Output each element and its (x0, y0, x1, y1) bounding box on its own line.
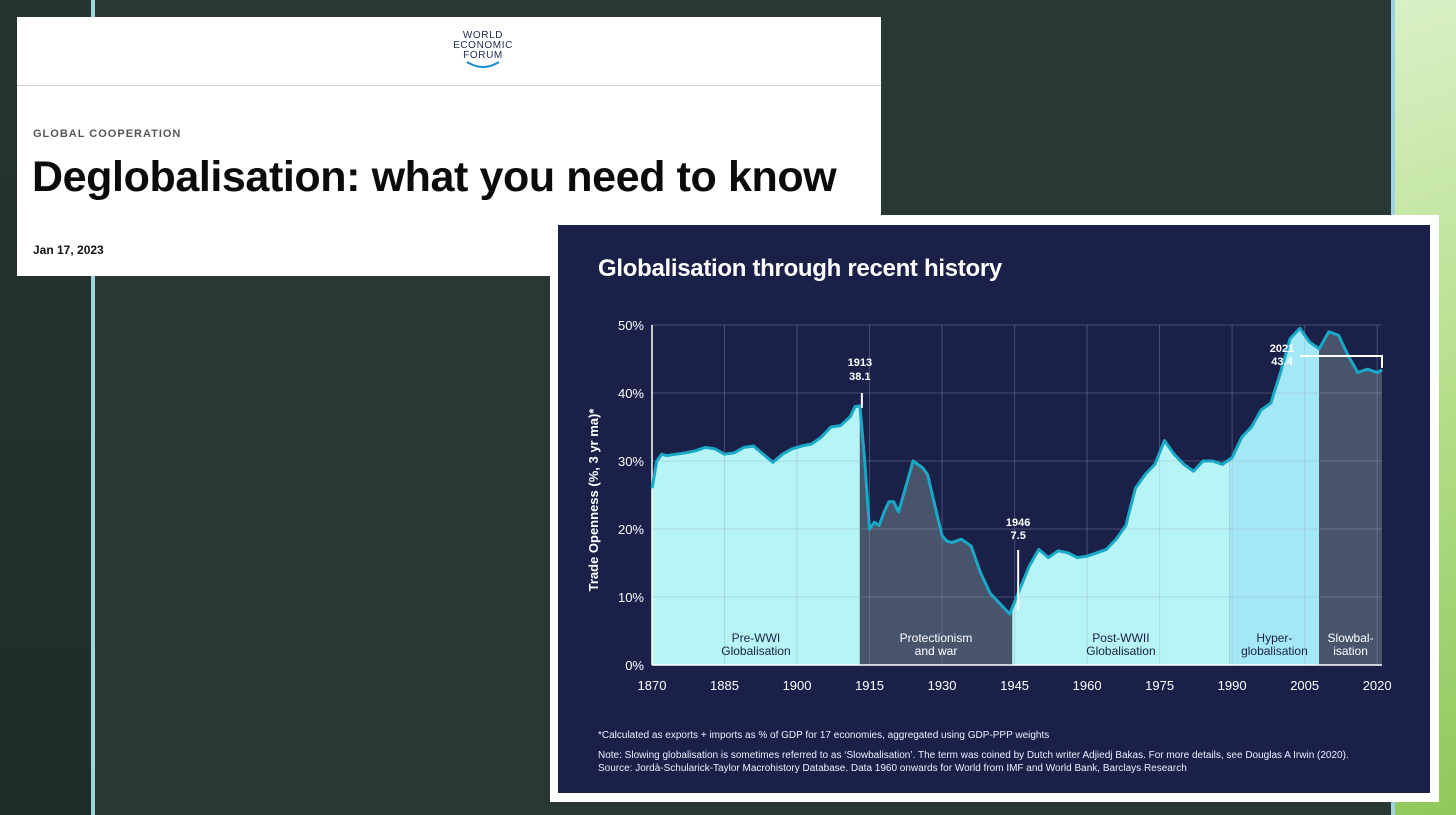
era-label-line: Protectionism (900, 631, 973, 645)
y-axis-title: Trade Openness (%, 3 yr ma)* (586, 408, 601, 592)
era-label-line: and war (915, 644, 958, 658)
era-label-1: Protectionism and war (900, 631, 973, 658)
era-label-line: isation (1333, 644, 1368, 658)
wef-logo[interactable]: WORLD ECONOMIC FORUM (447, 31, 519, 69)
annotation-value-1913: 38.1 (849, 371, 870, 383)
logo-line: WORLD (462, 30, 504, 41)
logo-line: ECONOMIC (453, 40, 513, 51)
x-tick-label: 1900 (783, 678, 812, 693)
x-tick-label: 1930 (928, 678, 957, 693)
era-label-line: Globalisation (721, 644, 790, 658)
era-label-0: Pre-WWI Globalisation (721, 631, 790, 658)
y-tick-label: 0% (625, 658, 644, 673)
y-tick-label: 50% (618, 318, 644, 333)
x-tick-label: 2005 (1290, 678, 1319, 693)
chart-frame: Globalisation through recent history 0% 1… (550, 215, 1439, 802)
annotation-leader-2021 (1300, 355, 1383, 368)
chart-panel: Globalisation through recent history 0% 1… (558, 225, 1430, 793)
series-line (650, 326, 1383, 616)
era-label-line: Pre-WWI (732, 631, 781, 645)
era-area-1 (859, 405, 1013, 665)
article-header: WORLD ECONOMIC FORUM (17, 17, 881, 86)
article-date: Jan 17, 2023 (33, 243, 104, 257)
y-tick-label: 10% (618, 590, 644, 605)
accent-rule-left (91, 0, 95, 815)
x-tick-label: 1990 (1218, 678, 1247, 693)
era-label-line: Post-WWII (1092, 631, 1149, 645)
chart-footnote: *Calculated as exports + imports as % of… (598, 730, 1050, 741)
annotation-value-2021: 43.4 (1271, 356, 1293, 368)
x-tick-label: 2020 (1363, 678, 1392, 693)
x-tick-label: 1975 (1145, 678, 1174, 693)
article-headline: Deglobalisation: what you need to know (32, 153, 837, 201)
era-area-0 (652, 405, 860, 665)
section-label[interactable]: GLOBAL COOPERATION (33, 128, 182, 140)
era-label-4: Slowbal-isation (1328, 631, 1374, 658)
y-tick-label: 40% (618, 386, 644, 401)
annotation-year-2021: 2021 (1270, 343, 1294, 355)
era-label-2: Post-WWII Globalisation (1086, 631, 1155, 658)
logo-line: FORUM (463, 50, 503, 61)
era-area-2 (1012, 440, 1230, 665)
x-tick-label: 1915 (855, 678, 884, 693)
annotation-year-1946: 1946 (1006, 517, 1030, 529)
era-label-line: Slowbal- (1328, 631, 1374, 645)
x-tick-label: 1885 (710, 678, 739, 693)
era-area-4 (1319, 331, 1382, 665)
chart-note: Note: Slowing globalisation is sometimes… (598, 750, 1349, 761)
era-label-line: Globalisation (1086, 644, 1155, 658)
logo-arc-icon (466, 61, 500, 68)
era-label-line: globalisation (1241, 644, 1308, 658)
chart-title: Globalisation through recent history (598, 255, 1002, 282)
era-label-line: Hyper- (1256, 631, 1292, 645)
x-tick-label: 1870 (638, 678, 667, 693)
annotation-year-1913: 1913 (848, 357, 872, 369)
x-tick-label: 1960 (1073, 678, 1102, 693)
era-label-3: Hyper-globalisation (1241, 631, 1308, 658)
y-tick-label: 20% (618, 522, 644, 537)
x-tick-label: 1945 (1000, 678, 1029, 693)
era-area-3 (1229, 328, 1320, 665)
chart-source: Source: Jordà-Schularick-Taylor Macrohis… (598, 763, 1187, 774)
annotation-value-1946: 7.5 (1011, 530, 1026, 542)
chart-plot: 0% 10% 20% 30% 40% 50% 1870 1885 1900 1915 1930 194… (586, 318, 1392, 693)
y-tick-label: 30% (618, 454, 644, 469)
